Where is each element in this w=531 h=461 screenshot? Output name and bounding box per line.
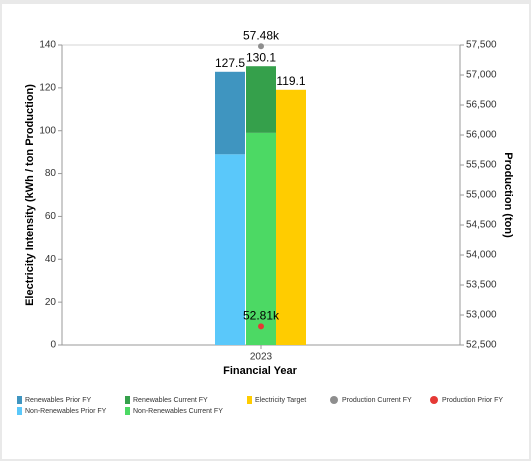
y2-tick-label: 56,000 [466, 130, 497, 141]
y-axis-title: Electricity Intensity (kWh / ton Product… [24, 84, 36, 306]
legend-swatch [125, 407, 130, 415]
x-tick-label: 2023 [250, 352, 273, 363]
y2-tick-label: 54,500 [466, 220, 497, 231]
legend-swatch [125, 396, 130, 404]
y2-tick-label: 53,000 [466, 310, 497, 321]
legend-swatch [430, 396, 438, 404]
legend-label: Non-Renewables Current FY [133, 408, 223, 415]
legend-swatch [247, 396, 252, 404]
y2-tick-label: 56,500 [466, 100, 497, 111]
legend-label: Production Current FY [342, 397, 412, 404]
y-tick-label: 100 [39, 125, 56, 136]
point [258, 323, 264, 330]
y-tick-label: 140 [39, 40, 56, 51]
bar [246, 132, 276, 345]
y-tick-label: 60 [45, 211, 57, 222]
y2-tick-label: 55,000 [466, 190, 497, 201]
legend-label: Renewables Prior FY [25, 397, 91, 404]
stack-total-label: 130.1 [246, 50, 276, 64]
y2-axis-title: Production (ton) [502, 152, 514, 238]
legend-swatch [330, 396, 338, 404]
y2-tick-label: 57,500 [466, 40, 497, 51]
legend-swatch [17, 407, 22, 415]
y2-tick-label: 57,000 [466, 70, 497, 81]
legend-label: Electricity Target [255, 397, 306, 404]
bar [246, 66, 276, 133]
y2-tick-label: 55,500 [466, 160, 497, 171]
y-tick-label: 120 [39, 82, 56, 93]
legend-label: Non-Renewables Prior FY [25, 408, 107, 415]
bar [276, 89, 306, 346]
y2-tick-label: 53,500 [466, 280, 497, 291]
legend-label: Renewables Current FY [133, 397, 208, 404]
stack-total-label: 127.5 [215, 56, 245, 70]
legend-swatch [17, 396, 22, 404]
y-tick-label: 40 [45, 254, 57, 265]
y-tick-label: 20 [45, 297, 57, 308]
data-label: 52.81k [243, 309, 280, 323]
data-label: 57.48k [243, 28, 280, 42]
legend-label: Production Prior FY [442, 397, 503, 404]
point [258, 43, 264, 50]
bar [215, 71, 245, 155]
data-label: 119.1 [276, 74, 305, 88]
y2-tick-label: 52,500 [466, 340, 497, 351]
y-tick-label: 80 [45, 168, 57, 179]
bar [215, 154, 245, 345]
x-axis-title: Financial Year [223, 365, 298, 377]
y2-tick-label: 54,000 [466, 250, 497, 261]
y-tick-label: 0 [50, 340, 56, 351]
